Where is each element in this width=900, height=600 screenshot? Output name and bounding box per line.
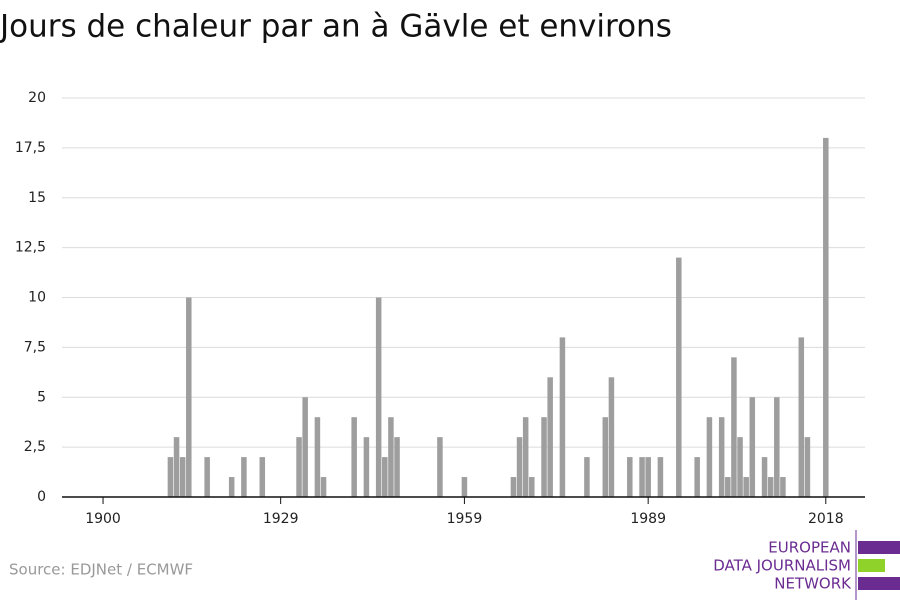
bar — [602, 417, 609, 497]
logo-bar — [858, 541, 900, 554]
bar — [259, 457, 266, 497]
bar — [608, 377, 615, 497]
source: Source: EDJNet / ECMWF — [9, 561, 193, 579]
bar — [743, 477, 749, 497]
bar — [167, 457, 174, 497]
x-tick-label: 1959 — [447, 511, 483, 527]
bar — [204, 457, 210, 497]
bar — [731, 357, 737, 497]
y-tick-label: 5 — [37, 389, 46, 405]
bar — [584, 457, 590, 497]
logo-text: NETWORK — [774, 575, 852, 593]
y-tick-label: 20 — [28, 90, 46, 106]
bar — [547, 377, 553, 497]
bar — [394, 437, 400, 497]
bar — [645, 457, 651, 497]
bar — [179, 457, 186, 497]
x-tick-label: 1929 — [263, 511, 299, 527]
bar — [314, 417, 321, 497]
bar — [516, 437, 523, 497]
bar — [718, 417, 725, 497]
y-tick-label: 17,5 — [15, 140, 46, 156]
bar — [559, 337, 566, 497]
bar — [694, 457, 700, 497]
bar — [461, 477, 468, 497]
bar — [437, 437, 443, 497]
bar — [639, 457, 645, 497]
bar — [627, 457, 633, 497]
bar — [510, 477, 517, 497]
x-tick-label: 1900 — [85, 511, 121, 527]
bar — [186, 297, 192, 497]
bar — [761, 457, 768, 497]
bar — [676, 257, 682, 497]
bar — [351, 417, 357, 497]
bar — [541, 417, 547, 497]
bar — [302, 397, 308, 497]
bar — [657, 457, 664, 497]
bar — [363, 437, 370, 497]
y-tick-label: 12,5 — [15, 240, 46, 256]
logo-bar — [858, 559, 885, 572]
bar — [296, 437, 302, 497]
logo-text: EUROPEAN — [768, 539, 851, 557]
chart-title: Jours de chaleur par an à Gävle et envir… — [0, 9, 672, 45]
y-tick-label: 7,5 — [24, 339, 46, 355]
bar — [375, 297, 382, 497]
bar — [706, 417, 713, 497]
bar — [725, 477, 731, 497]
x-tick-label: 1989 — [630, 511, 666, 527]
bar — [823, 137, 829, 497]
bar — [388, 417, 394, 497]
bar — [522, 417, 529, 497]
y-tick-label: 2,5 — [24, 439, 46, 455]
y-tick-label: 0 — [37, 489, 46, 505]
x-tick-label: 2018 — [808, 511, 844, 527]
bar — [382, 457, 388, 497]
bar — [241, 457, 247, 497]
y-tick-label: 10 — [28, 290, 46, 306]
y-tick-label: 15 — [28, 190, 46, 206]
bar — [780, 477, 786, 497]
logo-bar — [858, 577, 900, 590]
bar — [804, 437, 811, 497]
bar — [737, 437, 743, 497]
bar — [774, 397, 780, 497]
bar — [228, 477, 235, 497]
bar — [320, 477, 327, 497]
bar — [798, 337, 805, 497]
bar — [767, 477, 774, 497]
logo-text: DATA JOURNALISM — [713, 557, 851, 575]
bar — [173, 437, 180, 497]
bar — [529, 477, 535, 497]
bar — [749, 397, 756, 497]
